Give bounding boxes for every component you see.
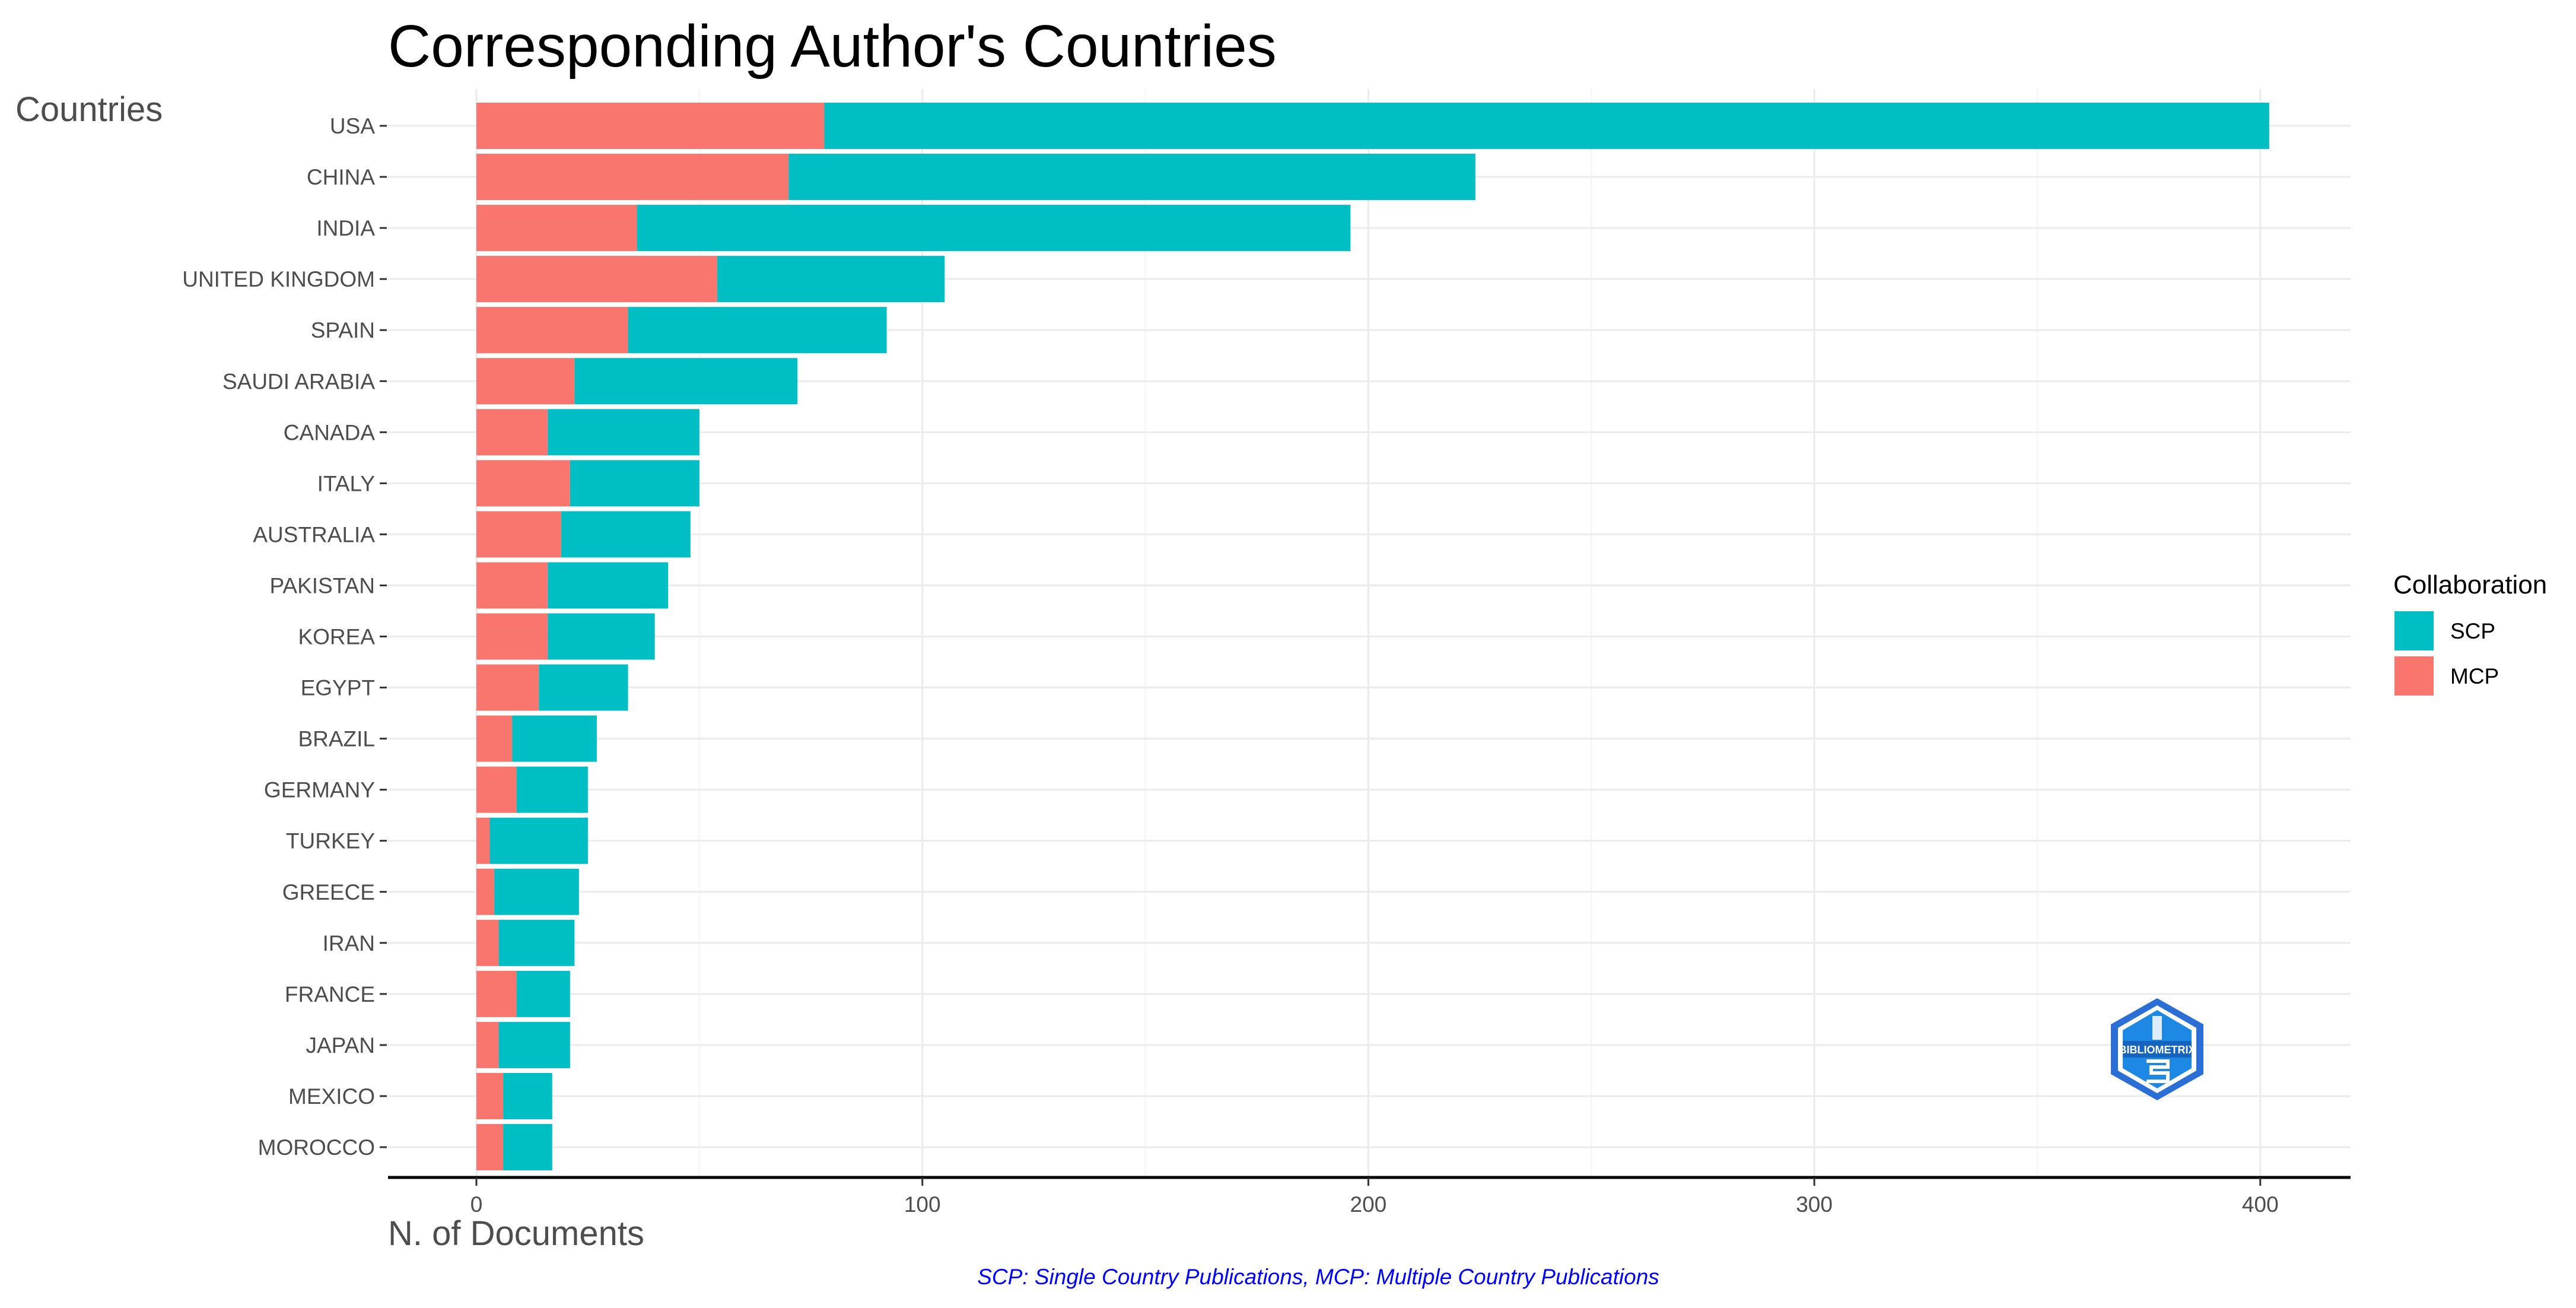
y-tick-label: JAPAN xyxy=(306,1033,375,1058)
bar-mcp xyxy=(476,919,499,966)
bar-scp xyxy=(548,409,699,456)
logo-staircase xyxy=(2146,1059,2170,1083)
y-tick-label: SAUDI ARABIA xyxy=(222,369,375,393)
y-axis-ticks: USA CHINA INDIA UNITED KINGDOM SPAIN SAUDI AR… xyxy=(182,114,387,1160)
bars xyxy=(476,103,2269,1170)
bibliometrix-logo-icon: BIBLIOMETRIX xyxy=(2111,998,2203,1100)
y-axis-title: Countries xyxy=(15,90,163,129)
y-tick-label: FRANCE xyxy=(285,982,375,1007)
y-tick-label: USA xyxy=(330,114,375,138)
y-tick-label: TURKEY xyxy=(286,829,375,853)
x-axis-title: N. of Documents xyxy=(388,1214,644,1253)
y-tick-label: GREECE xyxy=(282,880,375,904)
legend-swatch xyxy=(2394,611,2434,650)
chart-caption: SCP: Single Country Publications, MCP: M… xyxy=(977,1265,1659,1289)
bar-scp xyxy=(637,205,1351,252)
bar-mcp xyxy=(476,205,637,252)
x-tick-label: 200 xyxy=(1350,1192,1387,1217)
x-tick-label: 0 xyxy=(470,1192,483,1217)
bar-mcp xyxy=(476,1021,499,1068)
bar-scp xyxy=(574,358,798,405)
legend-label: SCP xyxy=(2450,619,2495,643)
bar-scp xyxy=(824,103,2269,149)
bar-mcp xyxy=(476,154,789,201)
bar-mcp xyxy=(476,664,539,711)
bar-scp xyxy=(516,766,588,813)
bar-scp xyxy=(516,970,570,1017)
bar-scp xyxy=(498,1021,570,1068)
bar-scp xyxy=(498,919,575,966)
bar-scp xyxy=(717,256,945,303)
bar-mcp xyxy=(476,256,717,303)
y-tick-label: MOROCCO xyxy=(258,1135,375,1160)
bar-mcp xyxy=(476,970,517,1017)
bar-mcp xyxy=(476,460,570,507)
y-tick-label: SPAIN xyxy=(311,318,375,342)
y-tick-label: KOREA xyxy=(298,625,375,649)
y-tick-label: CHINA xyxy=(307,165,375,189)
bar-mcp xyxy=(476,1072,504,1119)
bar-scp xyxy=(503,1124,552,1170)
legend-swatch xyxy=(2394,656,2434,696)
bar-mcp xyxy=(476,358,575,405)
bar-scp xyxy=(503,1072,552,1119)
bar-scp xyxy=(548,562,669,609)
y-tick-label: ITALY xyxy=(317,471,375,496)
logo-text: BIBLIOMETRIX xyxy=(2119,1044,2196,1056)
y-tick-label: IRAN xyxy=(323,931,375,955)
bar-scp xyxy=(561,511,691,558)
bar-scp xyxy=(494,868,579,915)
bar-mcp xyxy=(476,103,825,149)
x-tick-label: 400 xyxy=(2242,1192,2279,1217)
bar-scp xyxy=(548,613,655,660)
legend: Collaboration SCP MCP xyxy=(2393,570,2547,696)
legend-label: MCP xyxy=(2450,664,2499,688)
bar-scp xyxy=(788,154,1475,201)
y-tick-label: AUSTRALIA xyxy=(253,522,375,547)
x-tick-label: 100 xyxy=(904,1192,941,1217)
logo-banner xyxy=(2123,1041,2192,1058)
x-tick-label: 300 xyxy=(1796,1192,1833,1217)
bar-scp xyxy=(512,715,597,762)
bar-scp xyxy=(489,817,588,864)
bar-mcp xyxy=(476,409,548,456)
bar-mcp xyxy=(476,511,561,558)
y-tick-label: EGYPT xyxy=(301,676,375,700)
y-tick-label: MEXICO xyxy=(288,1084,375,1109)
y-tick-label: INDIA xyxy=(316,216,375,240)
y-tick-label: PAKISTAN xyxy=(269,573,375,598)
bar-mcp xyxy=(476,562,548,609)
bar-scp xyxy=(539,664,628,711)
bar-scp xyxy=(628,307,887,354)
logo-tower xyxy=(2152,1016,2162,1040)
y-tick-label: UNITED KINGDOM xyxy=(182,267,375,291)
bar-mcp xyxy=(476,1124,504,1170)
bar-mcp xyxy=(476,613,548,660)
legend-entries: SCP MCP xyxy=(2394,611,2499,696)
bar-mcp xyxy=(476,715,513,762)
chart-title: Corresponding Author's Countries xyxy=(388,13,1277,80)
bar-mcp xyxy=(476,868,495,915)
y-tick-label: GERMANY xyxy=(264,778,375,802)
bar-mcp xyxy=(476,817,490,864)
y-tick-label: BRAZIL xyxy=(298,727,375,751)
y-tick-label: CANADA xyxy=(284,420,376,445)
bar-scp xyxy=(570,460,699,507)
legend-title: Collaboration xyxy=(2393,570,2547,599)
bar-mcp xyxy=(476,766,517,813)
x-axis-ticks: 0 100 200 300 400 xyxy=(470,1177,2279,1217)
bar-mcp xyxy=(476,307,628,354)
